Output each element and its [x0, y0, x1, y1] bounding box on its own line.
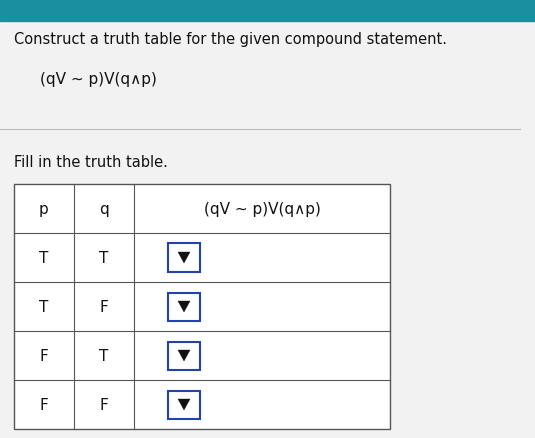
Text: F: F	[100, 299, 109, 314]
Text: T: T	[100, 348, 109, 363]
Text: (qV ~ p)V(q∧p): (qV ~ p)V(q∧p)	[40, 72, 157, 87]
Text: F: F	[40, 348, 48, 363]
Text: Construct a truth table for the given compound statement.: Construct a truth table for the given co…	[14, 32, 447, 47]
Text: (qV ~ p)V(q∧p): (qV ~ p)V(q∧p)	[203, 201, 320, 216]
Text: Fill in the truth table.: Fill in the truth table.	[14, 155, 168, 170]
Text: q: q	[99, 201, 109, 216]
Text: F: F	[40, 397, 48, 412]
Text: F: F	[100, 397, 109, 412]
Text: T: T	[39, 251, 49, 265]
Text: T: T	[39, 299, 49, 314]
Text: T: T	[100, 251, 109, 265]
Text: p: p	[39, 201, 49, 216]
